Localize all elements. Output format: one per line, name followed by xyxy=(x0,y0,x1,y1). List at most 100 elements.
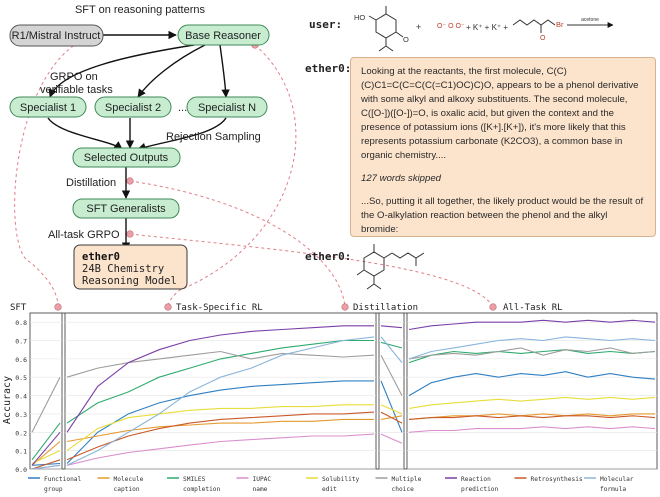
series-line-functional-group xyxy=(380,380,403,433)
y-tick-label: 0.7 xyxy=(15,338,27,346)
chart-grid xyxy=(30,321,657,470)
series-line-molecular-formula xyxy=(31,464,61,470)
y-tick-label: 0.0 xyxy=(15,466,27,474)
series-line-reaction-prediction xyxy=(31,431,61,466)
rejection-label: Rejection Sampling xyxy=(166,131,261,143)
legend-label: completion xyxy=(183,486,221,493)
grpo-label-2: verifiable tasks xyxy=(40,84,113,96)
legend-label: Functional xyxy=(44,476,82,483)
series-line-functional-group xyxy=(408,371,656,397)
series-line-molecular-formula xyxy=(66,336,375,466)
chart-panels xyxy=(29,312,658,470)
phase-label-alltask-rl: All-Task RL xyxy=(503,303,563,313)
grpo-label-1: GRPO on xyxy=(50,71,98,83)
alltask-label: All-task GRPO xyxy=(48,229,120,241)
series-line-molecule-caption xyxy=(408,413,655,420)
node-start xyxy=(9,24,104,47)
series-line-smiles-completion xyxy=(380,341,403,349)
series-line-reaction-prediction xyxy=(408,319,656,331)
series-line-multiple-choice xyxy=(408,347,656,360)
reply-skipped-note: 127 words skipped xyxy=(361,173,441,184)
hydroxyl-label: HO xyxy=(354,13,365,22)
series-line-smiles-completion xyxy=(408,349,656,364)
legend-label: prediction xyxy=(461,486,499,493)
node-selected-label: Selected Outputs xyxy=(84,152,169,164)
y-tick-label: 0.6 xyxy=(15,356,27,364)
node-specialist-1-label: Specialist 1 xyxy=(20,102,76,114)
legend-label: IUPAC xyxy=(253,476,272,483)
node-selected xyxy=(72,147,181,168)
series-line-smiles-completion xyxy=(66,339,374,424)
node-final-title: ether0 xyxy=(82,251,120,263)
reply-paragraph-1: Looking at the reactants, the first mole… xyxy=(361,66,639,161)
flow-arrows xyxy=(47,30,230,251)
series-line-iupac-name xyxy=(380,433,403,444)
y-tick-labels: 0.0 0.1 0.2 0.3 0.4 0.5 0.6 0.7 0.8 xyxy=(15,319,27,474)
reactant-carbonate: O⁻ O O⁻ xyxy=(437,23,465,30)
series-line-retrosynthesis xyxy=(66,411,375,461)
y-tick-label: 0.8 xyxy=(15,319,27,327)
series-line-molecule-caption xyxy=(66,418,374,443)
legend-label: Reaction xyxy=(461,476,491,483)
y-tick-label: 0.5 xyxy=(15,374,27,382)
bromine-label: Br xyxy=(556,20,564,29)
phase-guide-curves xyxy=(14,34,494,308)
legend-label: edit xyxy=(322,486,337,493)
reaction-condition: acetone xyxy=(581,17,599,23)
node-final-sub1: 24B Chemistry xyxy=(82,263,164,275)
y-tick-label: 0.2 xyxy=(15,429,27,437)
series-line-multiple-choice xyxy=(380,354,403,396)
series-line-solubility-edit xyxy=(66,404,374,452)
node-specialist-2 xyxy=(94,96,172,118)
product-molecule xyxy=(356,244,425,290)
legend-label: Molecule xyxy=(114,476,144,483)
series-line-solubility-edit xyxy=(408,396,656,409)
plus-sign-1: + xyxy=(416,22,421,32)
node-specialist-n-label: Specialist N xyxy=(198,102,256,114)
reactant-bromoester xyxy=(512,19,556,33)
series-line-smiles-completion xyxy=(31,422,61,461)
series-line-molecular-formula xyxy=(380,336,403,363)
ether0-reply-bubble: Looking at the reactants, the first mole… xyxy=(350,57,656,237)
node-specialist-1 xyxy=(9,96,87,118)
series-line-iupac-name xyxy=(66,433,375,466)
potassium-ions: + K⁺ + K⁺ + xyxy=(466,23,508,32)
legend-label: Multiple xyxy=(392,476,422,483)
series-line-retrosynthesis xyxy=(408,415,656,420)
specialist-ellipsis: ... xyxy=(178,102,187,114)
legend-label: Solubility xyxy=(322,476,360,483)
node-generalists xyxy=(72,198,180,219)
chart-legend: Functional group Molecule caption SMILES comp… xyxy=(28,476,634,493)
legend-label: Retrosynthesis xyxy=(531,476,583,483)
legend-label: SMILES xyxy=(183,476,206,483)
reactant-phenol xyxy=(368,6,404,52)
phase-label-task-rl: Task-Specific RL xyxy=(176,303,263,313)
ether-label-2: ether0: xyxy=(305,250,351,263)
legend-label: Molecular xyxy=(600,476,634,483)
series-line-iupac-name xyxy=(408,426,656,433)
node-final xyxy=(73,244,188,290)
legend-label: formula xyxy=(600,486,626,493)
legend-label: caption xyxy=(114,486,140,493)
series-line-retrosynthesis xyxy=(31,459,61,470)
series-line-reaction-prediction xyxy=(380,325,403,329)
node-specialist-2-label: Specialist 2 xyxy=(105,102,161,114)
node-start-label: R1/Mistral Instruct xyxy=(12,30,101,42)
series-line-reaction-prediction xyxy=(66,325,374,433)
y-tick-label: 0.1 xyxy=(15,448,27,456)
series-line-solubility-edit xyxy=(31,450,61,464)
series-line-multiple-choice xyxy=(66,350,375,378)
series-line-molecular-formula xyxy=(408,336,656,360)
node-base-label: Base Reasoner xyxy=(185,30,261,42)
phase-label-distillation: Distillation xyxy=(353,303,418,313)
user-label: user: xyxy=(309,18,342,31)
chart-series xyxy=(31,319,656,470)
methoxy-label: O xyxy=(403,35,409,44)
node-final-sub2: Reasoning Model xyxy=(82,275,177,287)
carbonyl-label: O xyxy=(540,35,546,42)
series-line-retrosynthesis xyxy=(380,411,403,424)
ether-label-1: ether0: xyxy=(305,62,351,75)
phase-label-sft: SFT xyxy=(10,303,27,313)
series-line-functional-group xyxy=(66,380,374,464)
